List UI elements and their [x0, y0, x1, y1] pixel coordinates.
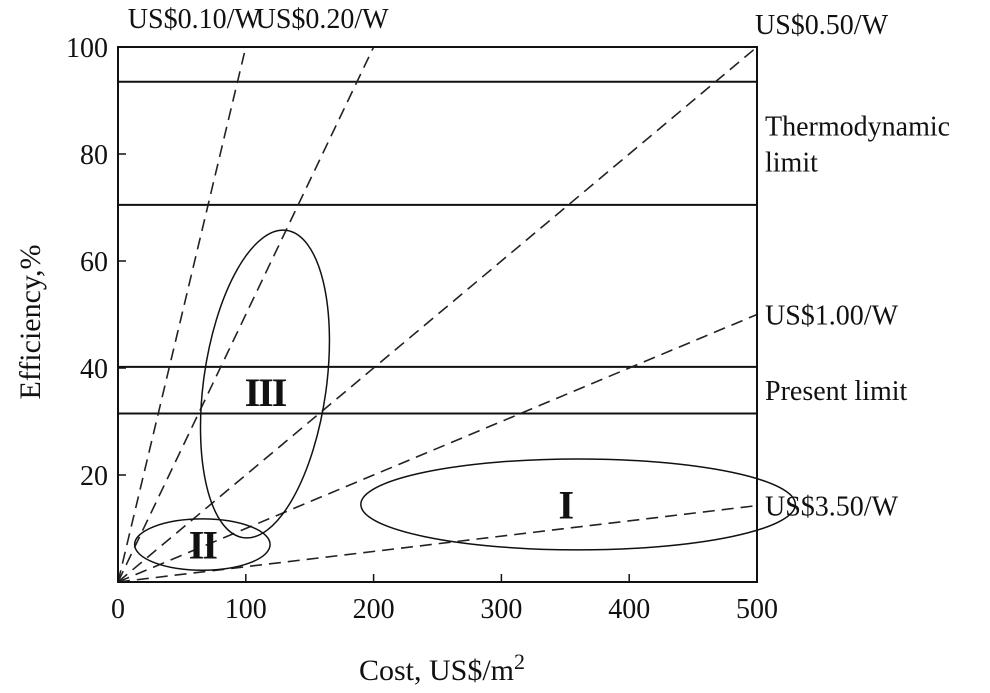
cost-line-label: US$0.50/W	[755, 10, 889, 41]
cost-line-label: US$1.00/W	[765, 301, 899, 332]
cost-lines	[117, 46, 758, 583]
y-axis-label: Efficiency,%	[14, 245, 47, 400]
x-tick-label: 100	[225, 594, 267, 625]
x-tick-label: 300	[480, 594, 522, 625]
y-tick-label: 40	[80, 354, 108, 385]
region-label: III	[245, 370, 287, 415]
plot-frame	[117, 46, 758, 583]
y-tick-label: 100	[66, 33, 108, 64]
region-ellipse	[199, 229, 331, 539]
x-axis-ticks: 0 100 200 300 400 500	[111, 574, 778, 625]
x-axis-label: Cost, US$/m2	[359, 649, 525, 687]
region-label: II	[189, 523, 218, 568]
region-label: I	[559, 482, 574, 527]
region-ellipse	[360, 458, 797, 551]
limit-band-label: Thermodynamic	[765, 111, 950, 142]
region-ellipse	[133, 518, 271, 571]
y-axis-ticks: 20 40 60 80 100	[66, 33, 126, 492]
cost-line	[117, 504, 758, 583]
y-tick-label: 80	[80, 140, 108, 171]
cost-line-label: US$3.50/W	[765, 492, 899, 523]
x-tick-label: 0	[111, 594, 125, 625]
limit-band-label: Present limit	[765, 376, 908, 407]
cost-line-label: US$0.20/W	[256, 4, 390, 35]
regions	[133, 229, 797, 571]
y-tick-label: 60	[80, 247, 108, 278]
x-tick-label: 500	[736, 594, 778, 625]
cost-line	[117, 46, 247, 583]
limit-bands	[118, 80, 757, 415]
cost-line-label: US$0.10/W	[128, 4, 262, 35]
cost-line	[117, 313, 758, 583]
y-tick-label: 20	[80, 461, 108, 492]
cost-line	[117, 46, 758, 583]
x-tick-label: 400	[608, 594, 650, 625]
x-tick-label: 200	[353, 594, 395, 625]
annotations: Thermodynamic limit Present limit US$0.10/W…	[128, 4, 950, 568]
cost-line	[117, 46, 375, 583]
limit-band-label: limit	[765, 147, 818, 178]
